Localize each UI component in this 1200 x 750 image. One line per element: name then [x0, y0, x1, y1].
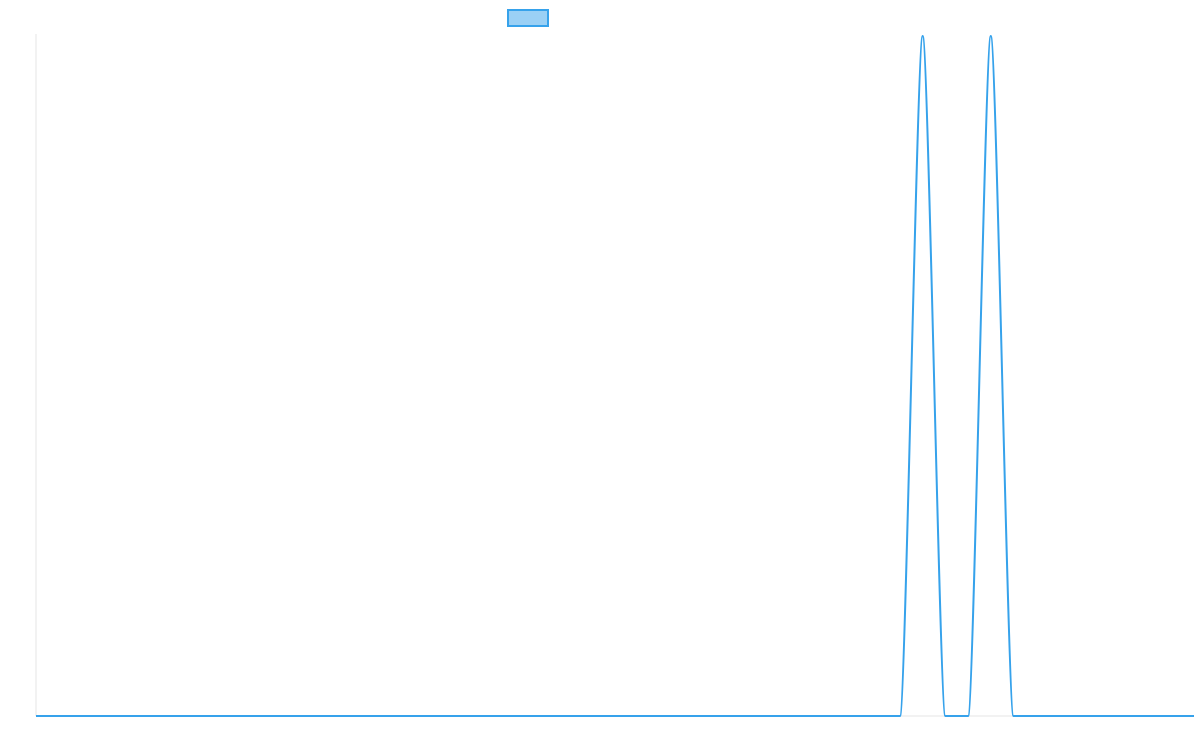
legend-swatch[interactable]: [507, 9, 549, 27]
series-line: [36, 35, 1194, 717]
chart-legend[interactable]: [507, 9, 549, 27]
series-layer: [36, 35, 1194, 717]
chart-axes: [35, 34, 1194, 717]
